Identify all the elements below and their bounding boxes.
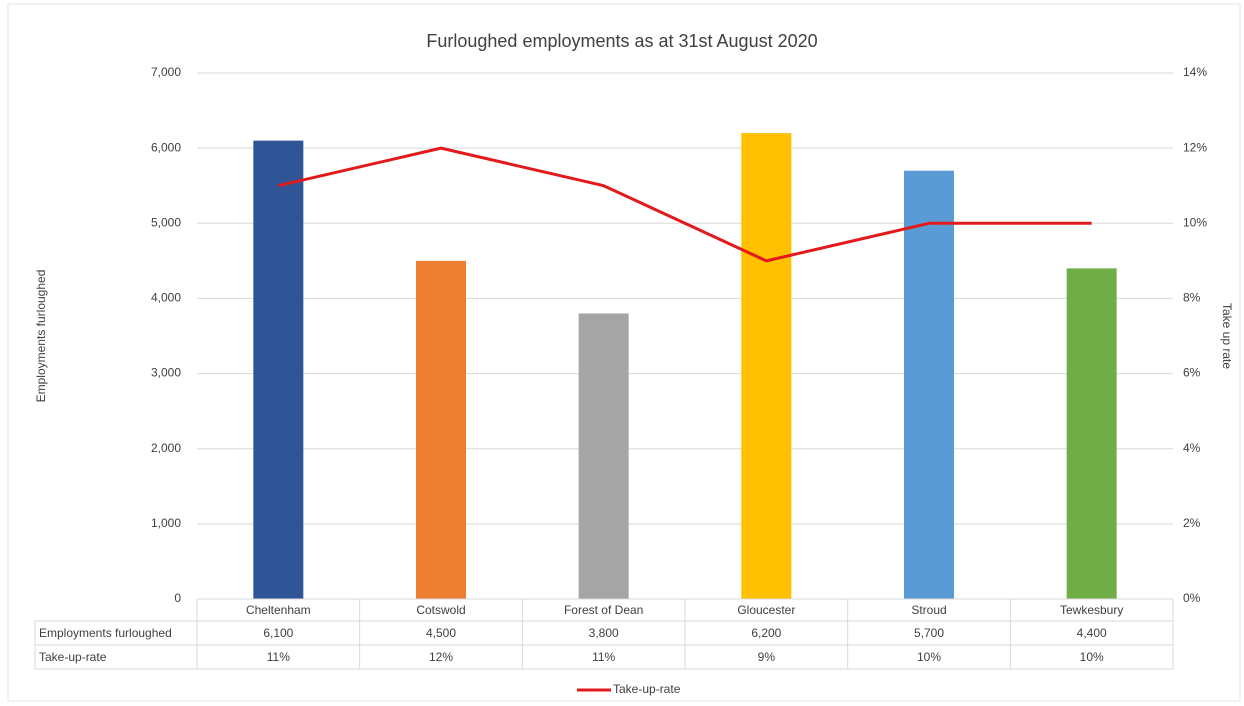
- y2-tick-label: 12%: [1183, 140, 1207, 154]
- x-tick-label: Gloucester: [737, 603, 795, 617]
- table-value: 12%: [429, 650, 453, 664]
- y-axis-title: Employments furloughed: [34, 270, 48, 403]
- y-tick-label: 2,000: [151, 441, 181, 455]
- bar: [253, 140, 304, 599]
- y-tick-label: 3,000: [151, 366, 181, 380]
- y-tick-label: 5,000: [151, 215, 181, 229]
- y2-tick-label: 8%: [1183, 291, 1201, 305]
- chart-title: Furloughed employments as at 31st August…: [426, 31, 817, 51]
- legend-label: Take-up-rate: [613, 682, 681, 696]
- y2-tick-label: 0%: [1183, 591, 1201, 605]
- y2-tick-label: 2%: [1183, 516, 1201, 530]
- table-value: 5,700: [914, 626, 944, 640]
- bar: [1066, 268, 1117, 599]
- y-tick-label: 0: [174, 591, 181, 605]
- table-value: 10%: [1080, 650, 1104, 664]
- table-row-label: Take-up-rate: [39, 650, 107, 664]
- y2-tick-label: 6%: [1183, 366, 1201, 380]
- x-tick-label: Tewkesbury: [1060, 603, 1123, 617]
- x-tick-label: Stroud: [911, 603, 946, 617]
- y2-axis-title: Take up rate: [1220, 303, 1234, 369]
- table-value: 4,500: [426, 626, 456, 640]
- y2-tick-label: 14%: [1183, 65, 1207, 79]
- table-value: 10%: [917, 650, 941, 664]
- table-value: 4,400: [1077, 626, 1107, 640]
- y2-tick-label: 10%: [1183, 215, 1207, 229]
- x-tick-label: Cheltenham: [246, 603, 311, 617]
- table-value: 6,100: [263, 626, 293, 640]
- table-value: 11%: [592, 650, 615, 664]
- y-tick-label: 4,000: [151, 291, 181, 305]
- line: [277, 146, 1092, 263]
- x-tick-label: Cotswold: [416, 603, 465, 617]
- bar: [904, 170, 954, 599]
- table-value: 11%: [267, 650, 290, 664]
- table-row-label: Employments furloughed: [39, 626, 172, 640]
- y-tick-label: 7,000: [151, 65, 181, 79]
- bar: [416, 260, 466, 599]
- bar: [741, 133, 792, 599]
- y-tick-label: 1,000: [151, 516, 181, 530]
- chart-frame: [7, 3, 1241, 702]
- table-value: 3,800: [589, 626, 619, 640]
- table-value: 6,200: [751, 626, 781, 640]
- y-tick-label: 6,000: [151, 140, 181, 154]
- y2-tick-label: 4%: [1183, 441, 1201, 455]
- bar: [578, 313, 629, 599]
- table-value: 9%: [758, 650, 776, 664]
- x-tick-label: Forest of Dean: [564, 603, 643, 617]
